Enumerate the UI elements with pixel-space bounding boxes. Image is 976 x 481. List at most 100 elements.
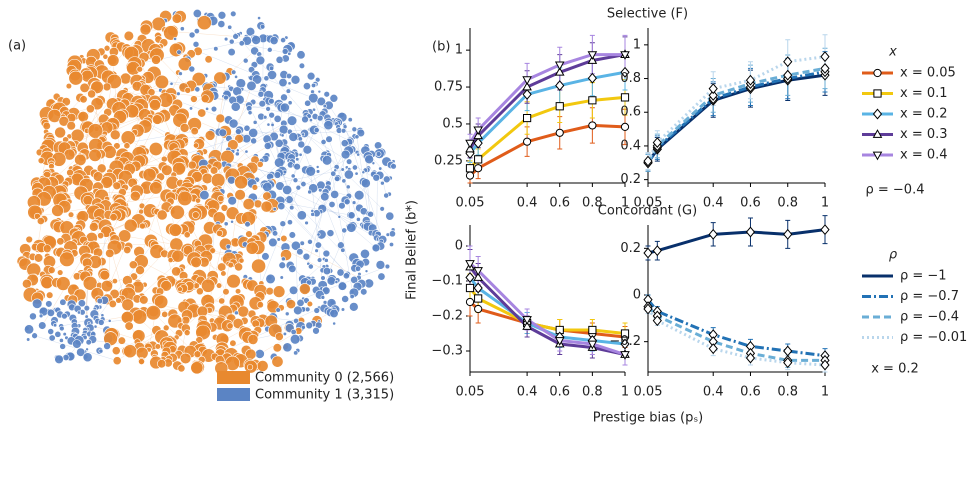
node [188, 65, 196, 73]
series-line [646, 66, 826, 164]
node [103, 145, 117, 159]
node [218, 297, 226, 305]
node [302, 145, 313, 155]
node [243, 124, 251, 132]
legend-marker [872, 108, 883, 120]
node [255, 55, 266, 66]
marker [587, 51, 598, 60]
marker [523, 137, 532, 146]
node [246, 364, 254, 371]
node [112, 356, 122, 366]
marker [587, 72, 597, 84]
node [59, 338, 64, 343]
node [354, 265, 362, 272]
node [195, 324, 211, 341]
node [313, 127, 320, 134]
node [163, 25, 179, 41]
x-tick-label: 0.8 [777, 385, 798, 400]
node [234, 189, 246, 201]
node [152, 114, 163, 125]
node [293, 317, 300, 324]
node [384, 263, 391, 270]
node [259, 24, 266, 30]
node [346, 222, 357, 233]
node [268, 97, 275, 105]
node [226, 273, 241, 289]
node [321, 155, 333, 166]
marker [554, 61, 565, 71]
node [220, 204, 229, 212]
node [371, 243, 381, 253]
node [276, 237, 281, 242]
node [238, 40, 245, 47]
legend-label: x = 0.2 [900, 107, 948, 122]
x-tick-label: 0.05 [456, 196, 485, 211]
node [59, 298, 67, 306]
node [183, 329, 191, 336]
node [371, 161, 376, 166]
node [192, 40, 200, 48]
node [190, 361, 204, 375]
node [310, 211, 316, 217]
node [340, 128, 347, 134]
node [323, 258, 329, 263]
node [22, 278, 32, 289]
node [232, 33, 239, 40]
node [213, 46, 219, 52]
x-tick-label: 0.8 [582, 196, 603, 211]
node [313, 307, 321, 314]
node [223, 36, 229, 42]
y-tick-label: 0.4 [620, 138, 641, 153]
edge [328, 155, 353, 292]
legend-label: x = 0.4 [900, 148, 948, 163]
node [248, 127, 259, 138]
marker [745, 226, 756, 238]
node [354, 134, 360, 140]
x-tick-label: 0.4 [703, 385, 724, 400]
node [318, 187, 323, 193]
node [282, 184, 293, 195]
node [347, 211, 356, 220]
panel-label: (b) [432, 40, 450, 55]
node [385, 232, 391, 237]
node [349, 302, 359, 312]
marker [555, 102, 564, 111]
node [97, 232, 105, 240]
node [215, 113, 226, 124]
node [323, 90, 330, 98]
node [199, 190, 210, 201]
node [234, 74, 238, 79]
node [378, 166, 383, 171]
marker [474, 155, 483, 164]
node [347, 117, 353, 123]
node [136, 65, 143, 73]
node [267, 69, 277, 80]
y-tick-label: −0.3 [431, 344, 463, 359]
legend-label: x = 0.1 [900, 86, 948, 101]
node [179, 352, 192, 365]
marker [652, 137, 662, 149]
node [296, 210, 307, 221]
node [184, 86, 192, 94]
node [256, 161, 264, 168]
node [320, 139, 327, 145]
node [263, 75, 270, 82]
node [201, 278, 216, 293]
node [37, 157, 45, 165]
node [290, 240, 301, 251]
node [287, 51, 292, 56]
node [56, 237, 65, 246]
node [123, 245, 132, 254]
edge [240, 194, 352, 216]
node [139, 222, 146, 230]
node [290, 328, 297, 336]
node [227, 24, 233, 30]
node [139, 295, 149, 305]
node [46, 291, 54, 299]
node [372, 173, 381, 182]
node [154, 74, 169, 90]
node [157, 359, 167, 369]
x-tick-label: 0.05 [634, 385, 663, 400]
marker [708, 343, 718, 355]
node [189, 106, 194, 111]
